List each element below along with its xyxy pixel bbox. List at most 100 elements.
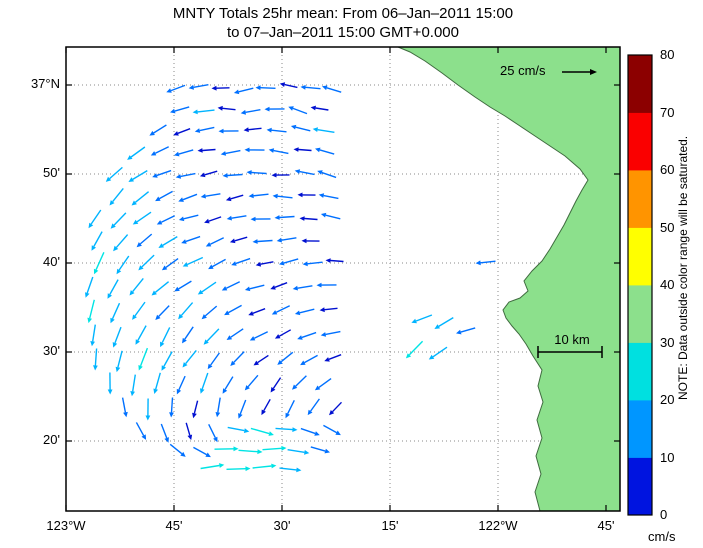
- current-vector-head: [105, 176, 112, 182]
- current-vector-head: [123, 411, 128, 418]
- current-vector: [160, 423, 168, 439]
- current-vector: [170, 84, 186, 92]
- current-vector-head: [166, 88, 172, 93]
- current-vector: [331, 401, 343, 413]
- current-vector: [136, 211, 152, 223]
- current-vector: [201, 281, 217, 293]
- y-tick-label: 40': [43, 254, 60, 269]
- current-vector: [225, 281, 241, 289]
- current-vector-head: [456, 329, 462, 335]
- current-vector-head: [158, 243, 164, 248]
- current-vector: [183, 214, 199, 220]
- current-vector: [238, 449, 258, 453]
- current-vector: [252, 465, 272, 469]
- current-vector-head: [213, 436, 218, 443]
- current-vector: [275, 427, 293, 431]
- current-vector: [121, 397, 127, 413]
- current-vector: [260, 87, 276, 89]
- current-vector-head: [231, 261, 237, 266]
- current-vector-head: [240, 109, 246, 115]
- current-vector: [208, 216, 222, 222]
- current-vector: [204, 170, 218, 176]
- current-vector-head: [182, 362, 188, 368]
- current-vector: [287, 399, 295, 415]
- current-vector: [193, 84, 209, 88]
- current-vector: [222, 107, 236, 111]
- current-vector-head: [290, 124, 297, 130]
- current-vector: [132, 374, 136, 392]
- current-vector: [317, 129, 335, 133]
- current-vector-head: [221, 286, 228, 291]
- current-vector-head: [85, 292, 90, 298]
- current-vector-head: [132, 314, 137, 320]
- colorbar-segment: [628, 55, 652, 113]
- current-vector-head: [222, 173, 228, 178]
- current-vector-head: [115, 366, 121, 373]
- current-vector: [319, 149, 335, 155]
- current-vector: [283, 258, 299, 264]
- current-vector: [170, 397, 174, 413]
- current-vector: [432, 346, 448, 358]
- current-vector-head: [181, 239, 187, 244]
- current-vector: [154, 146, 170, 154]
- current-vector: [202, 148, 216, 152]
- current-vector: [415, 314, 433, 322]
- current-vector-head: [156, 220, 163, 225]
- current-vector: [273, 149, 289, 155]
- current-vector-head: [93, 365, 98, 371]
- current-vector: [159, 190, 173, 200]
- current-vector: [248, 127, 262, 131]
- current-vector: [201, 372, 209, 390]
- current-vector: [323, 424, 337, 434]
- current-vector-head: [180, 451, 186, 457]
- current-vector-head: [294, 310, 301, 316]
- colorbar-segment: [628, 112, 652, 171]
- current-vector-head: [317, 170, 323, 175]
- current-vector-head: [110, 317, 115, 324]
- current-vector: [279, 215, 295, 219]
- current-vector: [318, 378, 332, 388]
- current-vector: [235, 257, 251, 265]
- current-vector-head: [178, 313, 184, 320]
- current-vector: [130, 146, 146, 158]
- current-vector-head: [266, 127, 272, 133]
- current-vector: [230, 194, 244, 200]
- current-vector: [304, 217, 318, 221]
- current-vector-head: [246, 170, 252, 175]
- current-vector-head: [175, 174, 182, 179]
- current-vector-head: [268, 148, 275, 153]
- current-vector-head: [315, 147, 321, 153]
- current-vector-head: [288, 106, 294, 111]
- current-vector: [209, 237, 225, 245]
- current-vector-head: [244, 147, 250, 153]
- current-vector-head: [255, 261, 262, 267]
- current-vector-head: [319, 307, 325, 313]
- current-vector: [156, 169, 172, 177]
- colorbar-segment: [628, 285, 652, 343]
- current-vector: [250, 427, 270, 435]
- current-vector: [139, 347, 149, 367]
- colorbar-tick-label: 0: [660, 507, 668, 522]
- current-vector: [109, 166, 123, 180]
- current-vector-head: [131, 200, 137, 206]
- current-vector: [92, 324, 96, 342]
- current-vector-head: [299, 216, 305, 221]
- current-vector-head: [428, 354, 435, 360]
- current-vector: [231, 215, 247, 219]
- current-vector: [262, 447, 282, 451]
- current-vector-head: [329, 410, 335, 416]
- current-vector-head: [257, 449, 263, 455]
- current-vector: [193, 400, 199, 414]
- current-vector: [113, 212, 127, 226]
- current-vector-head: [176, 388, 182, 395]
- current-vector-head: [310, 105, 316, 111]
- current-vector-head: [324, 448, 330, 454]
- current-vector-head: [93, 268, 99, 275]
- current-vector-head: [207, 363, 213, 370]
- current-vector-head: [107, 389, 113, 395]
- current-vector: [280, 351, 294, 363]
- current-vector-head: [245, 466, 251, 472]
- current-vector: [324, 307, 338, 311]
- current-vector-head: [173, 131, 179, 136]
